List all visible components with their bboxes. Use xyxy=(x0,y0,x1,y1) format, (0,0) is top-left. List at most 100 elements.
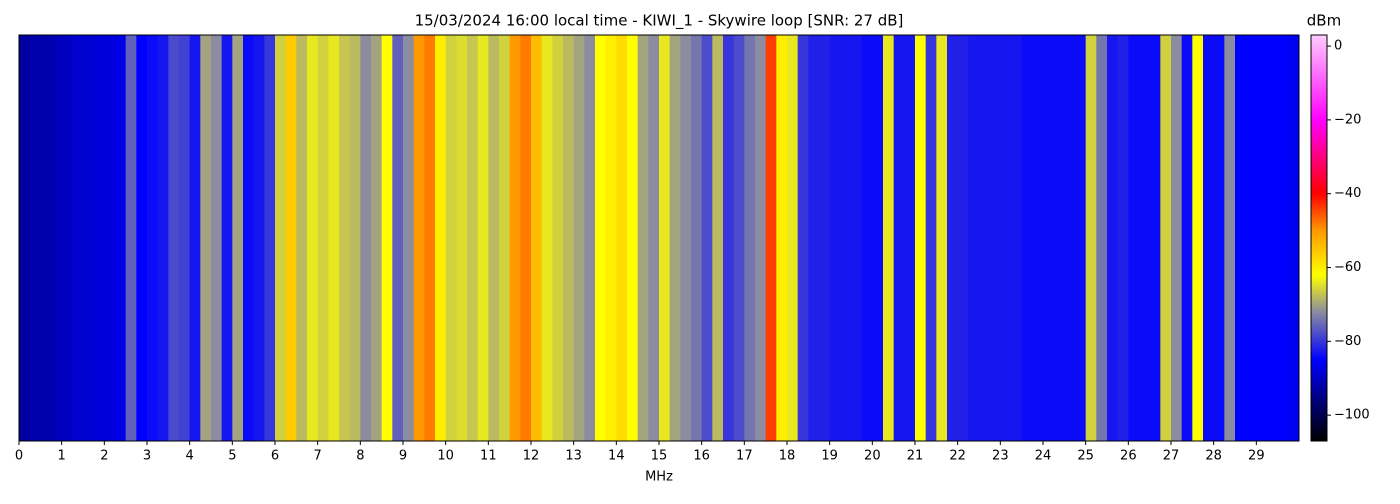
heat-cell xyxy=(712,35,724,441)
x-tick-label: 4 xyxy=(186,449,194,464)
heat-cell xyxy=(520,35,532,441)
heat-cell xyxy=(339,35,351,441)
heat-cell xyxy=(1277,35,1289,441)
heat-cell xyxy=(531,35,543,441)
heat-cell xyxy=(979,35,991,441)
heat-cell xyxy=(904,35,916,441)
heat-cell xyxy=(787,35,799,441)
heat-cell xyxy=(403,35,415,441)
heat-cell xyxy=(456,35,468,441)
heat-cell xyxy=(371,35,383,441)
heat-cell xyxy=(1096,35,1108,441)
heat-cell xyxy=(1267,35,1279,441)
heat-cell xyxy=(179,35,191,441)
heat-cell xyxy=(115,35,127,441)
heat-cell xyxy=(93,35,105,441)
heat-cell xyxy=(349,35,361,441)
x-tick-label: 0 xyxy=(15,449,23,464)
heat-cell xyxy=(147,35,159,441)
heat-cell xyxy=(61,35,73,441)
heat-cell xyxy=(1181,35,1193,441)
heat-cell xyxy=(1192,35,1204,441)
heat-cell xyxy=(307,35,319,441)
heat-cell xyxy=(232,35,244,441)
heat-cell xyxy=(1000,35,1012,441)
heat-cell xyxy=(1245,35,1257,441)
x-tick-label: 7 xyxy=(314,449,322,464)
heat-cell xyxy=(72,35,84,441)
x-tick-label: 16 xyxy=(693,449,710,464)
heat-cell xyxy=(211,35,223,441)
chart-title: 15/03/2024 16:00 local time - KIWI_1 - S… xyxy=(415,12,904,31)
heat-cell xyxy=(136,35,148,441)
x-tick-label: 13 xyxy=(565,449,582,464)
x-tick-label: 12 xyxy=(523,449,540,464)
heat-cell xyxy=(157,35,169,441)
heat-cell xyxy=(285,35,297,441)
heat-cell xyxy=(200,35,212,441)
x-tick-label: 8 xyxy=(356,449,364,464)
heat-cell xyxy=(957,35,969,441)
heat-cell xyxy=(168,35,180,441)
heat-cell xyxy=(755,35,767,441)
heat-cell xyxy=(1085,35,1097,441)
heat-cell xyxy=(19,35,31,441)
heat-cell xyxy=(797,35,809,441)
x-tick-label: 28 xyxy=(1205,449,1222,464)
colorbar-label: dBm xyxy=(1307,12,1341,30)
heat-cell xyxy=(947,35,959,441)
heat-cell xyxy=(392,35,404,441)
x-tick-label: 25 xyxy=(1077,449,1094,464)
heat-cell xyxy=(29,35,41,441)
heat-cell xyxy=(691,35,703,441)
heat-cell xyxy=(595,35,607,441)
heat-cell xyxy=(40,35,52,441)
colorbar-tick-label: −100 xyxy=(1334,408,1370,423)
heat-cell xyxy=(733,35,745,441)
heat-cell xyxy=(1288,35,1300,441)
heat-cell xyxy=(509,35,521,441)
x-tick-label: 22 xyxy=(949,449,966,464)
heat-cell xyxy=(445,35,457,441)
heat-cell xyxy=(648,35,660,441)
heat-cell xyxy=(701,35,713,441)
x-tick-label: 1 xyxy=(58,449,66,464)
heat-cell xyxy=(1235,35,1247,441)
heat-cell xyxy=(851,35,863,441)
heat-cell xyxy=(829,35,841,441)
x-tick-label: 15 xyxy=(651,449,668,464)
heat-cell xyxy=(627,35,639,441)
heat-cell xyxy=(1160,35,1172,441)
heat-cell xyxy=(189,35,201,441)
heat-cell xyxy=(1032,35,1044,441)
heat-cell xyxy=(499,35,511,441)
heat-cell xyxy=(104,35,116,441)
x-tick-label: 29 xyxy=(1248,449,1265,464)
x-tick-label: 10 xyxy=(437,449,454,464)
colorbar-tick-label: −40 xyxy=(1334,186,1361,201)
heat-cell xyxy=(1203,35,1215,441)
heat-cell xyxy=(563,35,575,441)
heat-cell xyxy=(1021,35,1033,441)
x-tick-label: 26 xyxy=(1120,449,1137,464)
heat-cell xyxy=(83,35,95,441)
heat-cell xyxy=(125,35,137,441)
heat-cell xyxy=(467,35,479,441)
heat-cell xyxy=(1149,35,1161,441)
heat-cell xyxy=(915,35,927,441)
heat-cell xyxy=(413,35,425,441)
heat-cell xyxy=(1224,35,1236,441)
heat-cell xyxy=(1043,35,1055,441)
heat-cell xyxy=(723,35,735,441)
heat-cell xyxy=(605,35,617,441)
x-tick-label: 3 xyxy=(143,449,151,464)
heat-cell xyxy=(637,35,649,441)
x-tick-label: 21 xyxy=(907,449,924,464)
heat-cell xyxy=(1128,35,1140,441)
heat-cell xyxy=(680,35,692,441)
x-tick-label: 14 xyxy=(608,449,625,464)
heat-cell xyxy=(1107,35,1119,441)
colorbar-tick-label: −20 xyxy=(1334,112,1361,127)
heat-cell xyxy=(776,35,788,441)
heat-cell xyxy=(1213,35,1225,441)
